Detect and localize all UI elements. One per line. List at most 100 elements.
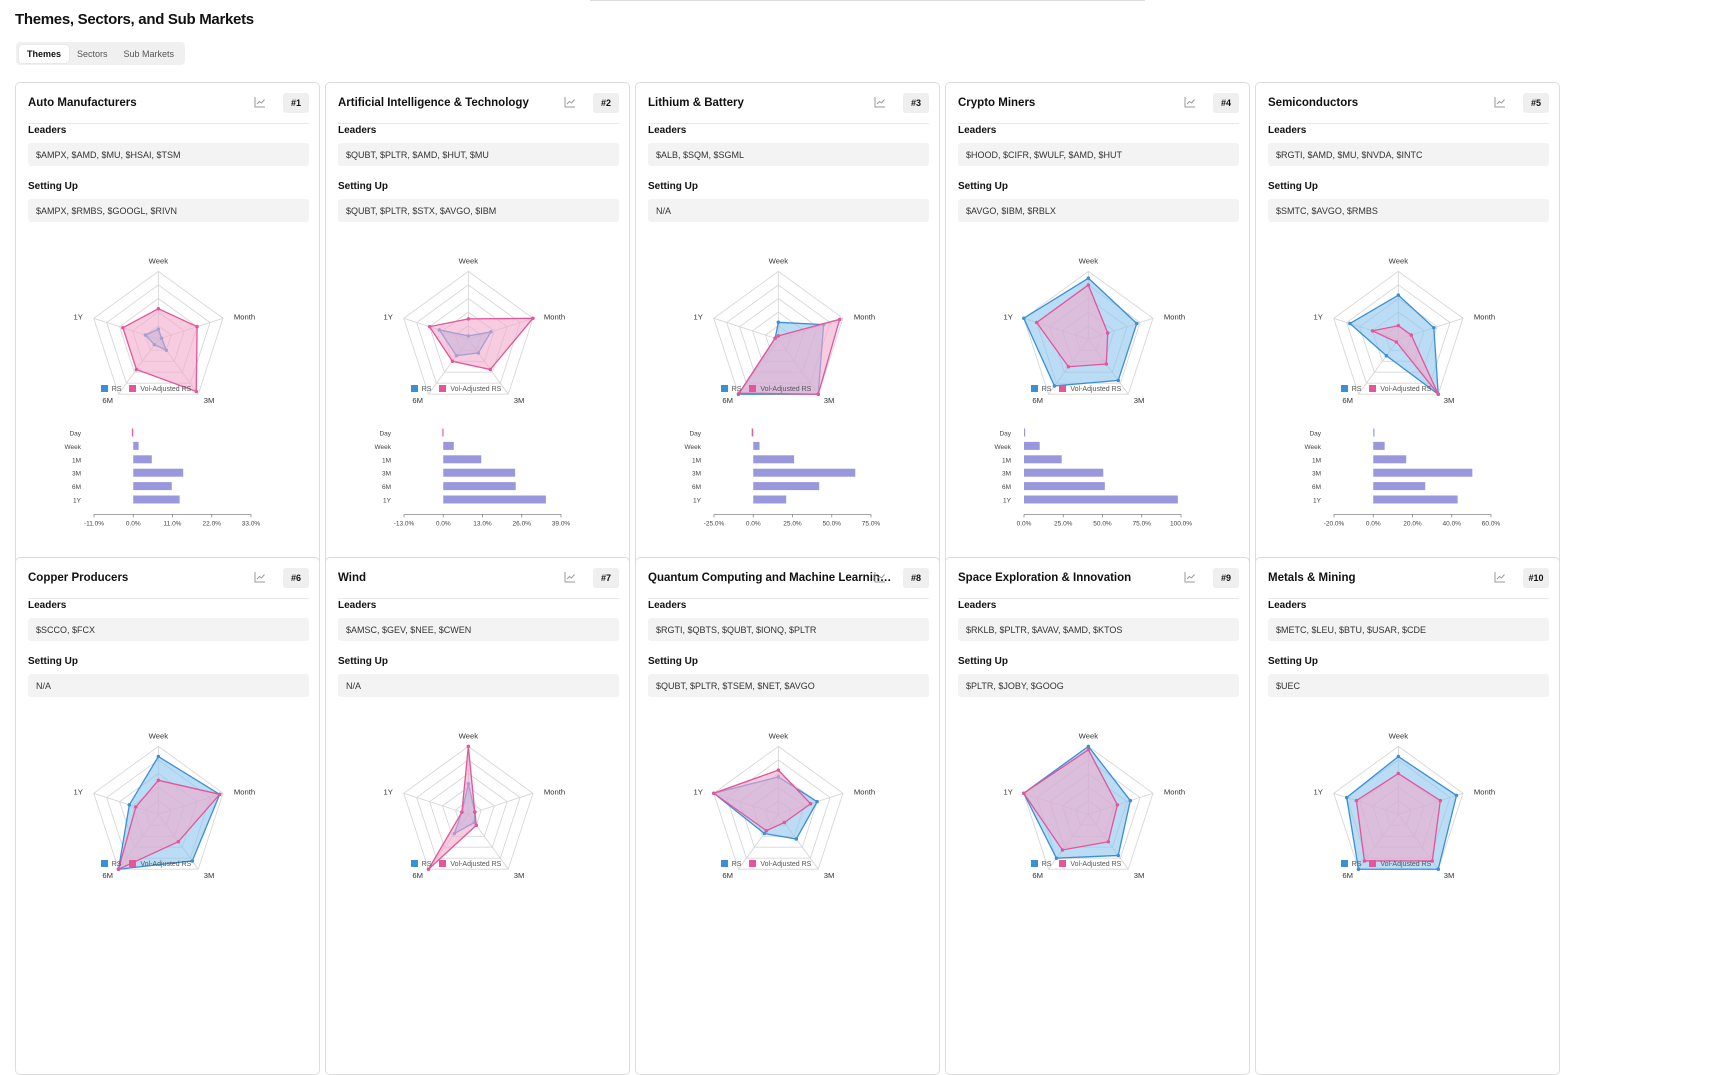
legend-item-rs[interactable]: RS <box>1340 385 1361 393</box>
theme-card: Wind #7 Leaders $AMSC, $GEV, $NEE, $CWEN Set… <box>325 557 630 1075</box>
radar-axis-label: Month <box>1164 312 1185 321</box>
setting-up-tickers: N/A <box>28 674 309 697</box>
radar-axis-label: 1Y <box>1313 312 1322 321</box>
legend-item-vol-adjusted[interactable]: Vol-Adjusted RS <box>749 385 811 393</box>
bar-period-label: 1M <box>692 457 701 464</box>
legend-item-vol-adjusted[interactable]: Vol-Adjusted RS <box>1059 860 1121 868</box>
tab-sub-markets[interactable]: Sub Markets <box>123 48 175 59</box>
legend-item-vol-adjusted[interactable]: Vol-Adjusted RS <box>1369 860 1431 868</box>
radar-spoke <box>713 317 779 340</box>
line-chart-icon[interactable] <box>253 570 267 584</box>
radar-series-vol-adjusted-point <box>1105 331 1110 335</box>
legend-item-rs[interactable]: RS <box>100 860 121 868</box>
radar-axis-label: Month <box>854 312 875 321</box>
card-header: Auto Manufacturers #1 <box>28 83 309 124</box>
rank-badge: #2 <box>593 93 619 113</box>
line-chart-icon[interactable] <box>1493 95 1507 109</box>
radar-grid-ring <box>429 772 508 848</box>
radar-axis-label: 1Y <box>73 312 82 321</box>
radar-series-rs-point <box>127 803 132 807</box>
card-title[interactable]: Wind <box>338 572 366 584</box>
radar-series-rs-point <box>1052 384 1057 388</box>
legend-item-rs[interactable]: RS <box>1340 860 1362 868</box>
radar-chart: Week Month 3M 6M 1Y <box>693 257 875 405</box>
performance-bar <box>442 428 444 437</box>
legend-swatch-rs <box>410 860 418 867</box>
card-title[interactable]: Copper Producers <box>28 572 129 584</box>
legend-item-vol-adjusted[interactable]: Vol-Adjusted RS <box>1369 385 1431 393</box>
card-title[interactable]: Crypto Miners <box>958 97 1036 109</box>
performance-bar <box>131 428 134 437</box>
card-header: Copper Producers #6 <box>28 558 309 599</box>
tab-sectors[interactable]: Sectors <box>77 48 108 59</box>
card-title[interactable]: Semiconductors <box>1268 97 1359 109</box>
setting-up-tickers: N/A <box>648 199 929 222</box>
line-chart-icon[interactable] <box>1183 95 1197 109</box>
legend-item-vol-adjusted[interactable]: Vol-Adjusted RS <box>1059 385 1121 393</box>
line-chart-icon[interactable] <box>1493 570 1507 584</box>
radar-series-vol-adjusted <box>1022 748 1119 851</box>
radar-axis-label: Week <box>1389 732 1409 741</box>
legend-item-rs[interactable]: RS <box>720 385 741 393</box>
legend-item-vol-adjusted[interactable]: Vol-Adjusted RS <box>129 385 191 393</box>
performance-bar <box>753 468 856 477</box>
legend-item-vol-adjusted[interactable]: Vol-Adjusted RS <box>439 385 501 393</box>
radar-legend: RS Vol-Adjusted RS <box>1256 385 1516 393</box>
card-title[interactable]: Lithium & Battery <box>648 97 744 109</box>
card-title[interactable]: Auto Manufacturers <box>28 97 137 109</box>
bar-period-label: 1Y <box>1003 498 1012 505</box>
performance-bar <box>1024 495 1178 504</box>
leaders-tickers: $SCCO, $FCX <box>28 618 309 641</box>
radar-grid-ring <box>1346 284 1451 384</box>
line-chart-icon[interactable] <box>563 570 577 584</box>
bar-x-tick-label: 75.0% <box>1133 520 1152 527</box>
legend-item-rs[interactable]: RS <box>1030 860 1051 868</box>
legend-item-rs[interactable]: RS <box>100 385 121 393</box>
page-title: Themes, Sectors, and Sub Markets <box>15 11 254 28</box>
bar-x-tick-label: 25.0% <box>783 520 802 527</box>
radar-series-vol-adjusted-point <box>460 810 464 814</box>
tab-themes[interactable]: Themes <box>19 44 70 63</box>
radar-series-vol-adjusted <box>1035 283 1109 368</box>
performance-bar <box>133 468 184 477</box>
setting-up-tickers: N/A <box>338 674 619 697</box>
line-chart-icon[interactable] <box>1183 570 1197 584</box>
setting-up-tickers: $QUBT, $PLTR, $TSEM, $NET, $AVGO <box>648 674 929 697</box>
card-title[interactable]: Metals & Mining <box>1268 572 1356 584</box>
line-chart-icon[interactable] <box>873 570 887 584</box>
radar-chart: Week Month 3M 6M 1Y <box>1003 732 1185 880</box>
card-title[interactable]: Quantum Computing and Machine Learning .… <box>648 572 898 584</box>
legend-item-vol-adjusted[interactable]: Vol-Adjusted RS <box>129 860 191 868</box>
legend-swatch-rs <box>1340 860 1348 867</box>
leaders-label: Leaders <box>1268 600 1307 611</box>
radar-series-vol-adjusted-point <box>1086 748 1091 752</box>
card-header: Semiconductors #5 <box>1268 83 1549 124</box>
legend-item-vol-adjusted[interactable]: Vol-Adjusted RS <box>749 860 811 868</box>
leaders-tickers: $METC, $LEU, $BTU, $USAR, $CDE <box>1268 618 1549 641</box>
performance-bar <box>751 428 754 437</box>
legend-item-rs[interactable]: RS <box>1030 385 1051 393</box>
radar-axis-label: 6M <box>1342 871 1353 880</box>
radar-axis-label: Month <box>1474 787 1495 796</box>
radar-grid-ring <box>106 284 211 384</box>
legend-label-rs: RS <box>421 861 432 868</box>
legend-item-vol-adjusted[interactable]: Vol-Adjusted RS <box>439 860 501 868</box>
legend-item-rs[interactable]: RS <box>720 860 741 868</box>
bar-period-label: 1M <box>72 457 81 464</box>
card-header: Artificial Intelligence & Technology #2 <box>338 83 619 124</box>
line-chart-icon[interactable] <box>253 95 267 109</box>
radar-series-vol-adjusted-point <box>1430 859 1435 863</box>
radar-series-rs <box>1348 294 1439 396</box>
bar-x-tick-label: 39.0% <box>552 520 571 527</box>
line-chart-icon[interactable] <box>563 95 577 109</box>
legend-item-rs[interactable]: RS <box>410 860 432 868</box>
card-title[interactable]: Space Exploration & Innovation <box>958 572 1132 584</box>
line-chart-icon[interactable] <box>873 95 887 109</box>
leaders-tickers: $AMPX, $AMD, $MU, $HSAI, $TSM <box>28 143 309 166</box>
legend-item-rs[interactable]: RS <box>410 385 431 393</box>
bar-x-tick-label: 0.0% <box>436 520 451 527</box>
card-title[interactable]: Artificial Intelligence & Technology <box>338 97 529 109</box>
bar-period-label: 6M <box>692 484 701 491</box>
legend-label-rs: RS <box>1351 861 1362 868</box>
card-header: Crypto Miners #4 <box>958 83 1239 124</box>
